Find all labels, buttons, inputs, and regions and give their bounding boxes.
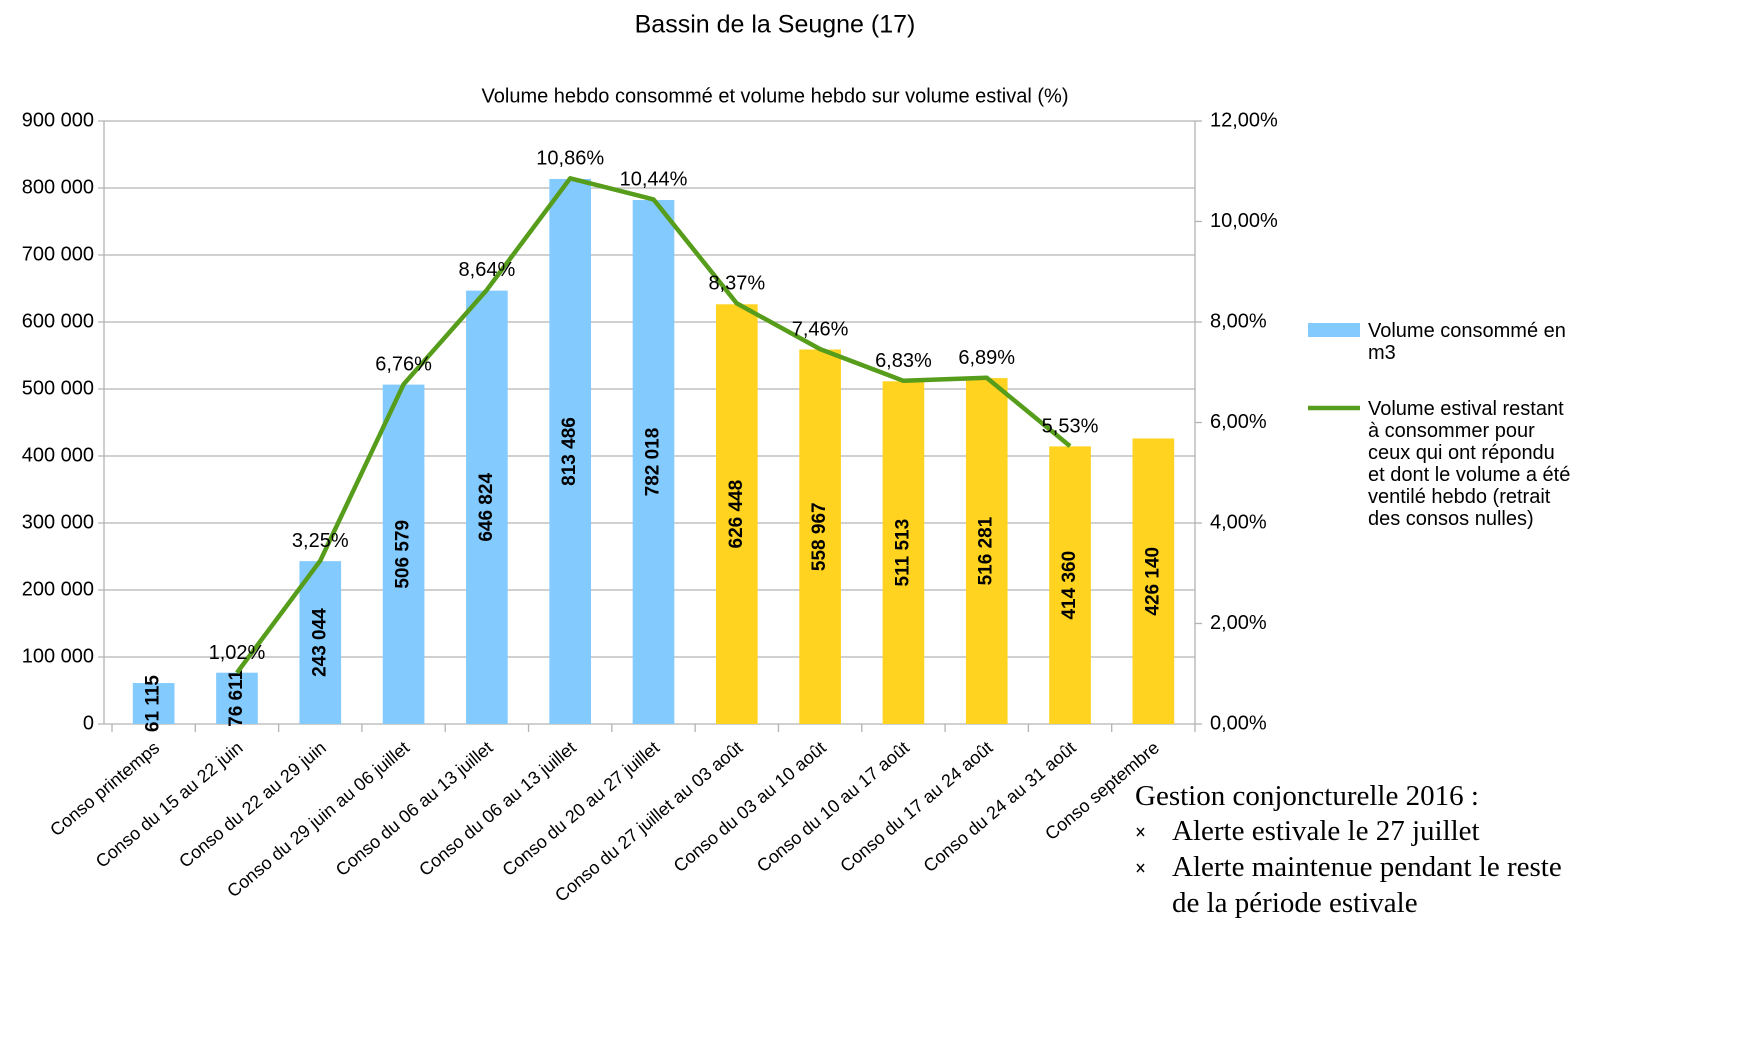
- x-tick-label: Conso du 15 au 22 juin: [92, 737, 247, 871]
- y-tick-label: 600 000: [22, 310, 94, 332]
- bar-value-label: 511 513: [892, 519, 913, 587]
- y-tick-label: 500 000: [22, 377, 94, 399]
- bar: [1132, 438, 1175, 724]
- x-tick-label: Conso du 06 au 13 juillet: [415, 737, 580, 880]
- y-tick-label: 900 000: [22, 109, 94, 131]
- line-value-label: 8,64%: [459, 259, 516, 281]
- bar-value-label: 426 140: [1142, 547, 1163, 616]
- legend-label: Volume consommé en m3: [1368, 320, 1566, 364]
- bar-value-label: 76 611: [226, 669, 247, 726]
- y-tick-label: 700 000: [22, 243, 94, 265]
- line-value-label: 7,46%: [792, 318, 849, 340]
- x-tick-label: Conso du 17 au 24 août: [836, 737, 996, 876]
- y2-tick-label: 0,00%: [1210, 712, 1267, 734]
- line-value-label: 6,89%: [958, 347, 1015, 369]
- bar: [799, 349, 841, 724]
- bar-value-label: 61 115: [143, 675, 164, 732]
- y2-tick-label: 4,00%: [1210, 511, 1267, 533]
- bar-value-label: 243 044: [309, 608, 330, 677]
- bar: [1049, 446, 1091, 724]
- bar: [632, 200, 675, 724]
- bullet: [1136, 863, 1145, 873]
- annotation-title: Gestion conjoncturelle 2016 :: [1135, 780, 1479, 812]
- y2-tick-label: 10,00%: [1210, 210, 1278, 232]
- bar: [216, 672, 258, 724]
- y2-tick-label: 8,00%: [1210, 310, 1267, 332]
- bar-value-label: 626 448: [726, 480, 747, 549]
- bar-value-label: 813 486: [559, 417, 580, 486]
- bar: [466, 290, 508, 724]
- annotation-item: Alerte estivale le 27 juillet: [1172, 815, 1480, 847]
- line-value-label: 8,37%: [708, 273, 765, 295]
- bar: [382, 384, 425, 724]
- bar-value-label: 782 018: [643, 428, 664, 497]
- x-tick-label: Conso du 24 au 31 août: [920, 737, 1080, 876]
- bar: [549, 178, 592, 725]
- line-value-label: 3,25%: [292, 530, 349, 552]
- bar: [132, 683, 175, 724]
- bullet: [1136, 827, 1145, 837]
- y2-tick-label: 12,00%: [1210, 109, 1278, 131]
- y-tick-label: 100 000: [22, 645, 94, 667]
- y2-tick-label: 2,00%: [1210, 612, 1267, 634]
- y-tick-label: 0: [83, 712, 94, 734]
- legend-swatch: [1308, 323, 1360, 337]
- line-value-label: 10,44%: [620, 169, 688, 191]
- line-value-label: 6,76%: [375, 354, 432, 376]
- bar-value-label: 506 579: [393, 520, 414, 589]
- legend-label: Volume estival restant à consommer pour …: [1368, 398, 1571, 530]
- bar-value-label: 646 824: [476, 473, 497, 542]
- bar-value-label: 558 967: [809, 502, 830, 571]
- x-tick-label: Conso du 20 au 27 juillet: [498, 737, 663, 880]
- annotation-item: Alerte maintenue pendant le reste de la …: [1172, 851, 1562, 919]
- bar: [882, 381, 925, 724]
- chart-title: Bassin de la Seugne (17): [635, 11, 916, 39]
- x-tick-label: Conso du 06 au 13 juillet: [332, 737, 497, 880]
- x-tick-label: Conso du 10 au 17 août: [753, 737, 913, 876]
- line: [235, 176, 1072, 675]
- y-tick-label: 800 000: [22, 176, 94, 198]
- y-tick-label: 200 000: [22, 578, 94, 600]
- y2-tick-label: 6,00%: [1210, 411, 1267, 433]
- bar: [299, 561, 342, 724]
- line-value-label: 6,83%: [875, 350, 932, 372]
- y-tick-label: 400 000: [22, 444, 94, 466]
- bar-value-label: 414 360: [1059, 551, 1080, 620]
- x-tick-label: Conso du 03 au 10 août: [670, 737, 830, 876]
- bar: [965, 378, 1008, 724]
- line-value-label: 1,02%: [209, 642, 266, 664]
- bar-value-label: 516 281: [976, 516, 997, 585]
- y-tick-label: 300 000: [22, 511, 94, 533]
- line-value-label: 10,86%: [536, 148, 604, 170]
- line-value-label: 5,53%: [1042, 415, 1099, 437]
- chart-subtitle: Volume hebdo consommé et volume hebdo su…: [482, 85, 1069, 107]
- bar: [715, 304, 758, 724]
- x-tick-label: Conso du 22 au 29 juin: [175, 737, 330, 871]
